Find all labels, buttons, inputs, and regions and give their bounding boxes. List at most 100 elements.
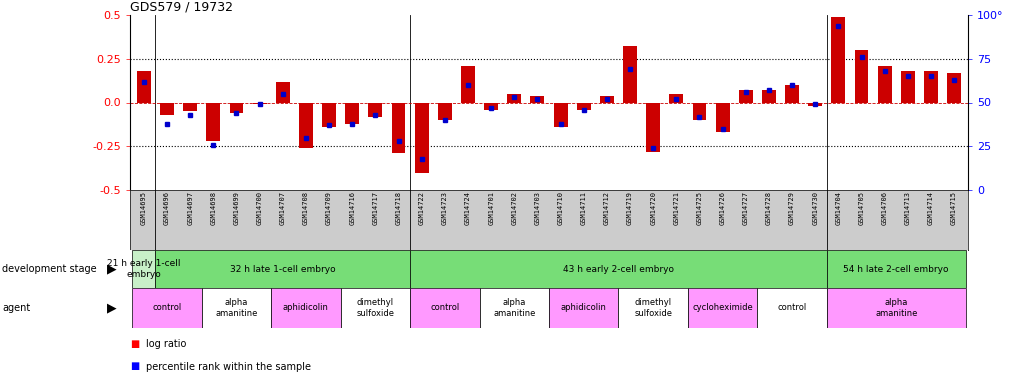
Text: ▶: ▶ <box>107 262 116 276</box>
Bar <box>229 102 244 113</box>
Bar <box>877 66 891 102</box>
Text: GSM14717: GSM14717 <box>372 191 378 225</box>
Text: dimethyl
sulfoxide: dimethyl sulfoxide <box>634 298 672 318</box>
Bar <box>553 102 567 127</box>
Bar <box>738 90 752 102</box>
Text: GSM14710: GSM14710 <box>557 191 564 225</box>
Text: GSM14730: GSM14730 <box>811 191 817 225</box>
Bar <box>415 102 428 172</box>
Bar <box>391 102 406 153</box>
Text: GSM14709: GSM14709 <box>326 191 332 225</box>
Bar <box>756 288 826 328</box>
Text: GSM14715: GSM14715 <box>950 191 956 225</box>
Bar <box>548 288 618 328</box>
Text: GSM14708: GSM14708 <box>303 191 309 225</box>
Text: GSM14713: GSM14713 <box>904 191 910 225</box>
Text: GSM14718: GSM14718 <box>395 191 401 225</box>
Bar <box>826 288 965 328</box>
Text: aphidicolin: aphidicolin <box>282 303 328 312</box>
Text: GSM14729: GSM14729 <box>789 191 794 225</box>
Bar <box>271 288 340 328</box>
Text: GSM14725: GSM14725 <box>696 191 702 225</box>
Text: GSM14727: GSM14727 <box>742 191 748 225</box>
Bar <box>253 102 266 104</box>
Text: GSM14704: GSM14704 <box>835 191 841 225</box>
Text: control: control <box>152 303 181 312</box>
Bar <box>646 102 659 152</box>
Text: GSM14700: GSM14700 <box>257 191 262 225</box>
Bar <box>461 66 475 102</box>
Text: 43 h early 2-cell embryo: 43 h early 2-cell embryo <box>562 264 674 273</box>
Text: control: control <box>776 303 806 312</box>
Text: GSM14699: GSM14699 <box>233 191 239 225</box>
Text: ▶: ▶ <box>107 302 116 315</box>
Text: dimethyl
sulfoxide: dimethyl sulfoxide <box>356 298 394 318</box>
Bar <box>202 288 271 328</box>
Bar <box>900 71 914 102</box>
Text: GSM14724: GSM14724 <box>465 191 471 225</box>
Text: GSM14695: GSM14695 <box>141 191 147 225</box>
Text: GSM14711: GSM14711 <box>580 191 586 225</box>
Bar <box>299 102 313 148</box>
Text: GDS579 / 19732: GDS579 / 19732 <box>129 1 232 14</box>
Text: control: control <box>430 303 459 312</box>
Text: aphidicolin: aphidicolin <box>560 303 606 312</box>
Text: GSM14705: GSM14705 <box>858 191 864 225</box>
Bar <box>345 102 359 123</box>
Bar <box>923 71 937 102</box>
Text: alpha
amanitine: alpha amanitine <box>874 298 916 318</box>
Bar <box>206 102 220 141</box>
Text: GSM14726: GSM14726 <box>719 191 725 225</box>
Text: GSM14722: GSM14722 <box>418 191 424 225</box>
Bar <box>599 96 613 102</box>
Bar <box>479 288 548 328</box>
Text: alpha
amanitine: alpha amanitine <box>215 298 258 318</box>
Bar <box>506 94 521 102</box>
Text: GSM14721: GSM14721 <box>673 191 679 225</box>
Text: GSM14728: GSM14728 <box>765 191 771 225</box>
Bar <box>623 46 636 102</box>
Text: GSM14703: GSM14703 <box>534 191 540 225</box>
Bar <box>826 250 965 288</box>
Bar <box>715 102 729 132</box>
Bar <box>761 90 775 102</box>
Text: ■: ■ <box>129 339 140 349</box>
Text: GSM14712: GSM14712 <box>603 191 609 225</box>
Bar <box>785 85 798 102</box>
Bar <box>692 102 706 120</box>
Bar <box>830 17 845 102</box>
Text: 54 h late 2-cell embryo: 54 h late 2-cell embryo <box>843 264 948 273</box>
Bar <box>275 81 289 102</box>
Bar <box>322 102 335 127</box>
Bar <box>807 102 821 106</box>
Text: GSM14723: GSM14723 <box>441 191 447 225</box>
Bar <box>340 288 410 328</box>
Bar <box>155 250 410 288</box>
Bar <box>576 102 590 110</box>
Bar <box>484 102 497 110</box>
Text: GSM14707: GSM14707 <box>279 191 285 225</box>
Bar <box>410 288 479 328</box>
Bar <box>437 102 451 120</box>
Bar <box>183 102 197 111</box>
Bar <box>618 288 687 328</box>
Text: development stage: development stage <box>2 264 97 274</box>
Text: 21 h early 1-cell
embryo: 21 h early 1-cell embryo <box>107 259 180 279</box>
Text: cycloheximide: cycloheximide <box>692 303 752 312</box>
Text: 32 h late 1-cell embryo: 32 h late 1-cell embryo <box>229 264 335 273</box>
Text: GSM14706: GSM14706 <box>880 191 887 225</box>
Bar <box>530 96 544 102</box>
Bar <box>132 250 155 288</box>
Bar <box>132 288 202 328</box>
Text: GSM14701: GSM14701 <box>488 191 493 225</box>
Text: GSM14720: GSM14720 <box>649 191 655 225</box>
Text: GSM14714: GSM14714 <box>927 191 933 225</box>
Text: GSM14719: GSM14719 <box>627 191 633 225</box>
Text: GSM14716: GSM14716 <box>348 191 355 225</box>
Text: GSM14697: GSM14697 <box>187 191 193 225</box>
Bar <box>137 71 151 102</box>
Text: percentile rank within the sample: percentile rank within the sample <box>146 362 311 372</box>
Text: alpha
amanitine: alpha amanitine <box>492 298 535 318</box>
Bar <box>368 102 382 117</box>
Text: ■: ■ <box>129 362 140 372</box>
